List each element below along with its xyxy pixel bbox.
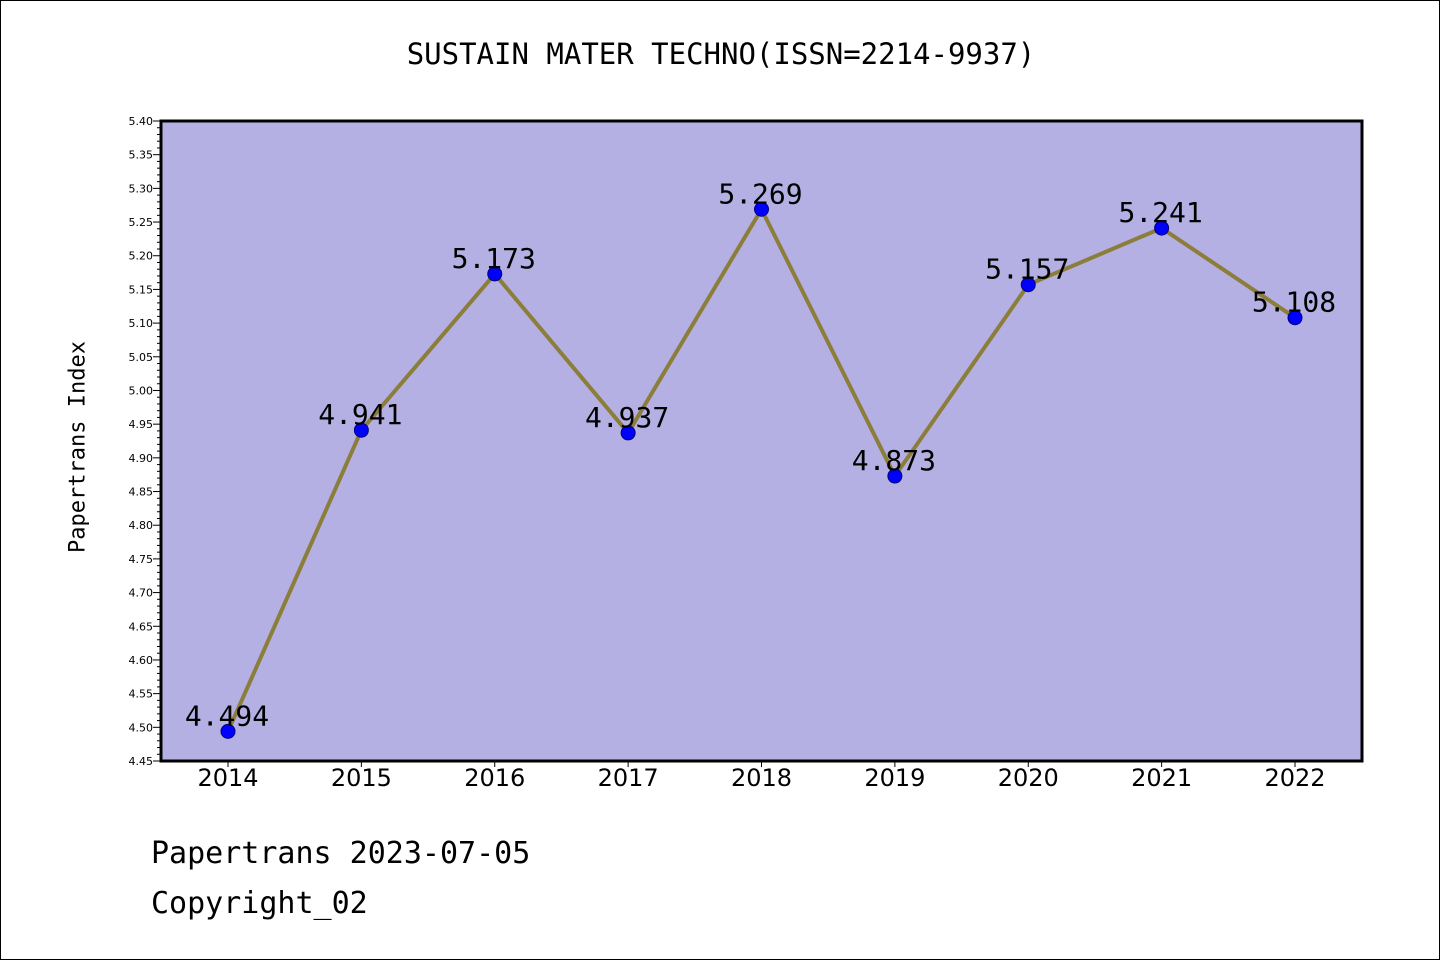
x-tick-label: 2017 [598,764,659,792]
data-label: 4.873 [852,444,936,477]
x-axis: 2014 2015 2016 2017 2018 2019 2020 2021 2022 [197,761,1326,792]
y-tick-label: 5.35 [129,149,154,162]
x-tick-label: 2020 [998,764,1059,792]
x-tick-label: 2014 [197,764,258,792]
y-tick-label: 4.75 [129,553,154,566]
y-tick-label: 4.80 [129,519,154,532]
x-tick-label: 2018 [731,764,792,792]
data-label: 5.173 [452,242,536,275]
data-point [353,422,369,438]
data-point [1154,220,1170,236]
y-tick-label: 5.20 [129,250,154,263]
data-label: 5.108 [1252,286,1336,319]
data-label: 5.269 [718,177,802,210]
y-tick-label: 5.10 [129,317,154,330]
y-tick-label: 5.00 [129,384,154,397]
chart-title: SUSTAIN MATER TECHNO(ISSN=2214-9937) [406,37,1036,71]
y-tick-label: 4.55 [129,688,154,701]
y-tick-label: 4.60 [129,654,154,667]
data-point [620,425,636,441]
x-tick-label: 2022 [1264,764,1325,792]
x-tick-label: 2021 [1131,764,1192,792]
data-point [487,266,503,282]
x-tick-label: 2019 [864,764,925,792]
data-point [1287,310,1303,326]
data-labels: 4.494 4.941 5.173 4.937 5.269 4.873 5.157 5.241… [185,177,1336,732]
data-label: 5.241 [1118,196,1202,229]
y-tick-label: 5.05 [129,351,154,364]
data-label: 4.941 [318,398,402,431]
y-tick-label: 4.95 [129,418,154,431]
y-axis: 4.45 4.50 4.55 4.60 4.65 4.70 4.75 4.80 4.85 4.90… [129,115,161,768]
y-tick-label: 4.90 [129,452,154,465]
data-point [220,723,236,739]
y-tick-label: 4.85 [129,486,154,499]
x-tick-label: 2015 [331,764,392,792]
data-point [1020,277,1036,293]
footer-date: Papertrans 2023-07-05 [151,836,531,871]
data-label: 4.937 [585,401,669,434]
footer-copyright: Copyright_02 [151,886,368,921]
data-label: 4.494 [185,699,269,732]
x-tick-label: 2016 [464,764,525,792]
y-tick-label: 5.30 [129,182,154,195]
y-tick-label: 5.25 [129,216,154,229]
data-point [887,468,903,484]
y-tick-label: 4.65 [129,620,154,633]
y-tick-label: 5.15 [129,283,154,296]
y-tick-label: 4.70 [129,587,154,600]
data-label: 5.157 [985,253,1069,286]
data-point [754,201,769,217]
y-tick-label: 4.50 [129,721,154,734]
y-tick-label: 5.40 [129,115,154,128]
data-markers [220,201,1303,739]
y-tick-label: 4.45 [129,755,154,768]
